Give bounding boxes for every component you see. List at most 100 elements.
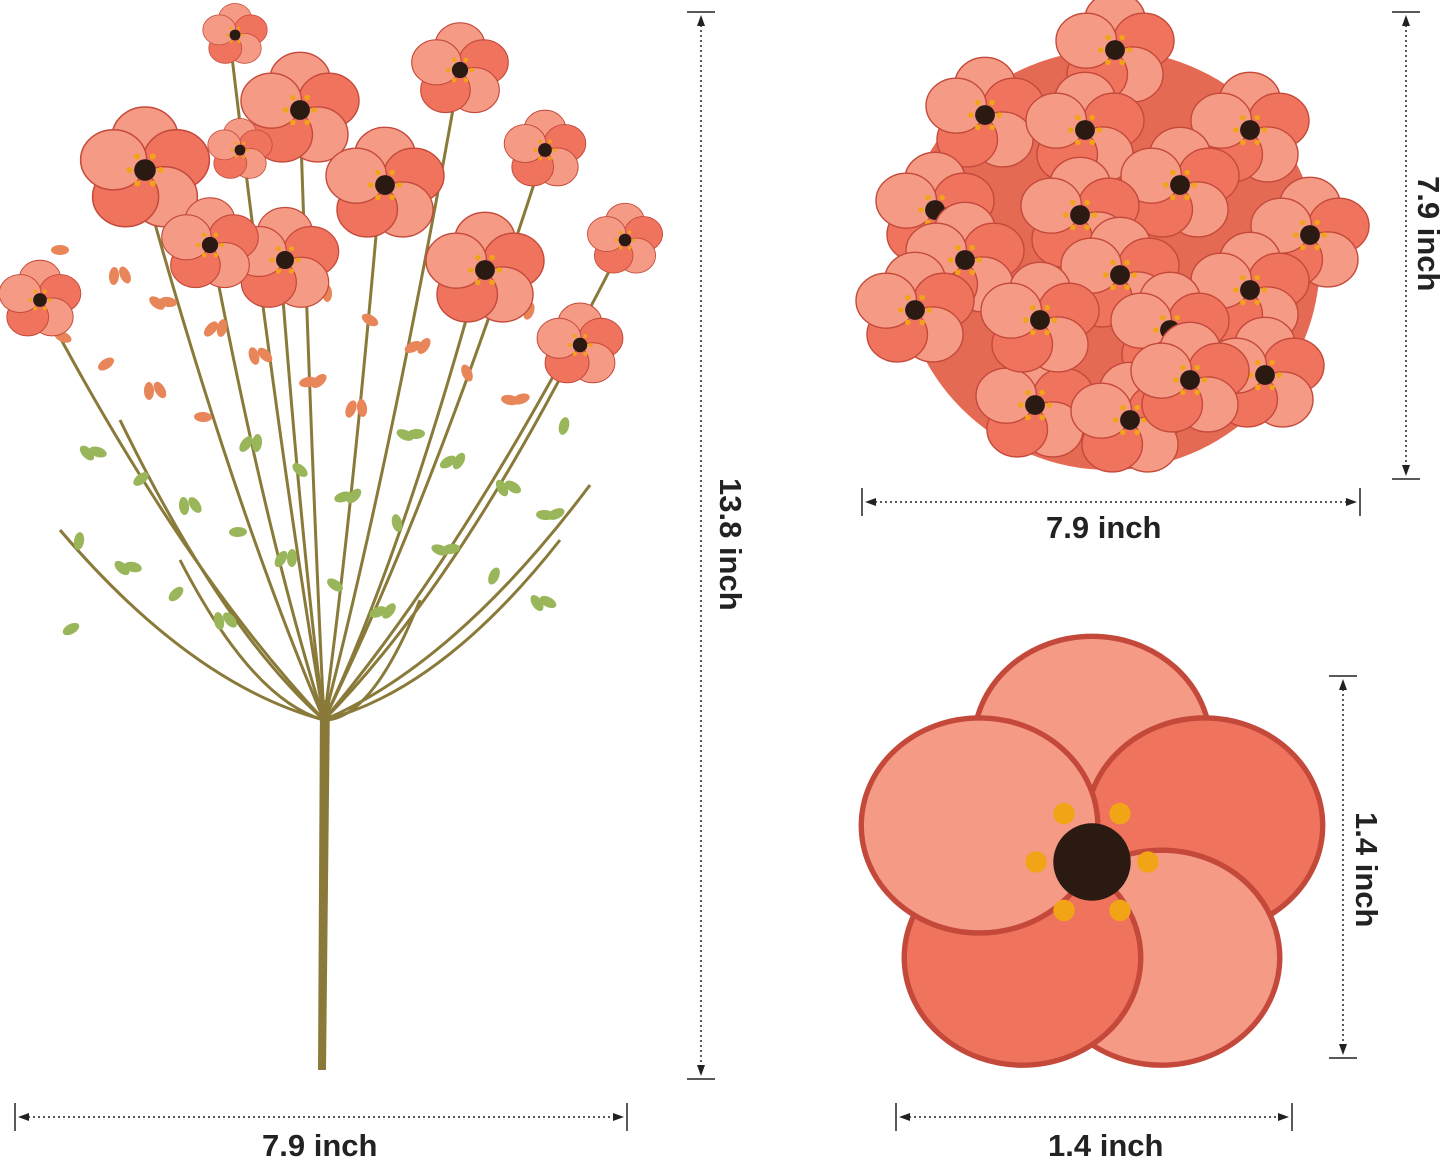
arrow-right-icon bbox=[613, 1113, 624, 1121]
stem-handle bbox=[318, 700, 330, 1070]
flower-center bbox=[1240, 120, 1260, 140]
flower-icon bbox=[1190, 71, 1310, 183]
leaf bbox=[345, 400, 357, 418]
stamen bbox=[627, 246, 632, 250]
stamen bbox=[618, 246, 623, 250]
stamen bbox=[1191, 182, 1198, 188]
stamen bbox=[1119, 59, 1125, 66]
flower-center bbox=[1120, 410, 1140, 430]
stamen bbox=[234, 155, 238, 159]
stamen bbox=[538, 156, 542, 161]
stamen bbox=[1084, 199, 1090, 206]
stamen bbox=[1089, 114, 1095, 121]
stamen bbox=[1314, 244, 1320, 251]
stamen bbox=[276, 268, 281, 274]
stamen bbox=[1039, 389, 1045, 396]
stamen bbox=[1044, 329, 1050, 336]
stamen bbox=[1109, 802, 1131, 825]
stamen bbox=[1053, 899, 1075, 922]
stamen bbox=[201, 252, 207, 258]
leaf bbox=[143, 382, 155, 400]
stamen bbox=[134, 180, 141, 187]
stamen bbox=[1152, 327, 1159, 333]
stem bbox=[278, 259, 326, 721]
stamen bbox=[496, 267, 503, 273]
flower-icon bbox=[161, 197, 259, 289]
leaf bbox=[89, 446, 107, 458]
leaf bbox=[194, 411, 212, 423]
stamen bbox=[489, 254, 495, 261]
flower-center bbox=[975, 105, 995, 125]
arrow-up-icon bbox=[1339, 679, 1347, 690]
stamen bbox=[1276, 372, 1283, 378]
flower-icon bbox=[79, 106, 211, 228]
arrow-down-icon bbox=[1402, 465, 1410, 476]
stamen bbox=[975, 99, 981, 106]
flower-center bbox=[33, 293, 47, 307]
stamen bbox=[1240, 114, 1246, 121]
stamen bbox=[1240, 274, 1246, 281]
stamen bbox=[1096, 127, 1103, 133]
stamen bbox=[134, 153, 141, 160]
flower-center bbox=[1110, 265, 1130, 285]
stem bbox=[323, 539, 562, 722]
stamen bbox=[28, 298, 33, 302]
stamen bbox=[242, 155, 246, 159]
stamen bbox=[1131, 272, 1138, 278]
stamen bbox=[1039, 414, 1045, 421]
stamen bbox=[905, 294, 911, 301]
leaf bbox=[488, 567, 500, 585]
leaf bbox=[108, 267, 120, 285]
stamen bbox=[241, 33, 245, 37]
leaf bbox=[407, 428, 425, 440]
stamen bbox=[1022, 317, 1029, 323]
stamen bbox=[1240, 299, 1246, 306]
leaf bbox=[361, 313, 379, 327]
stamen bbox=[229, 40, 233, 44]
flower-center bbox=[538, 143, 552, 157]
stamen bbox=[446, 67, 451, 73]
stamen bbox=[1025, 414, 1031, 421]
flower-icon bbox=[587, 202, 663, 274]
stamen bbox=[969, 244, 975, 251]
stamen bbox=[149, 153, 156, 160]
flower-icon bbox=[1205, 316, 1325, 428]
stamen bbox=[230, 148, 234, 152]
stamen bbox=[469, 67, 474, 73]
stamen bbox=[905, 319, 911, 326]
flower-icon bbox=[325, 126, 445, 238]
leaf bbox=[119, 266, 131, 284]
stamen bbox=[1070, 199, 1076, 206]
flower-icon bbox=[536, 302, 624, 384]
leaf bbox=[62, 622, 80, 636]
leaf bbox=[286, 549, 298, 567]
stamen bbox=[282, 107, 289, 113]
stem-height-label: 13.8 inch bbox=[713, 478, 748, 611]
stamen bbox=[1194, 389, 1200, 396]
stamen bbox=[967, 112, 974, 118]
flower-center bbox=[1025, 395, 1045, 415]
leaf bbox=[213, 612, 225, 630]
stem bbox=[322, 339, 582, 722]
stamen bbox=[157, 167, 164, 173]
stamen bbox=[552, 148, 557, 152]
leaf bbox=[257, 347, 273, 363]
stamen bbox=[989, 99, 995, 106]
stamen bbox=[229, 26, 233, 30]
stamen bbox=[1174, 314, 1180, 321]
stamen bbox=[463, 77, 469, 83]
stamen bbox=[1134, 404, 1140, 411]
flower-center bbox=[1075, 120, 1095, 140]
stamen bbox=[1180, 364, 1186, 371]
stamen bbox=[242, 141, 246, 145]
stamen bbox=[1105, 59, 1111, 66]
stamen bbox=[1255, 359, 1261, 366]
stem bbox=[323, 599, 422, 722]
stamen bbox=[632, 238, 636, 242]
leaf bbox=[159, 296, 177, 308]
stamen bbox=[1254, 139, 1260, 146]
stamen bbox=[149, 180, 156, 187]
stamen bbox=[1292, 232, 1299, 238]
stamen bbox=[1109, 899, 1131, 922]
